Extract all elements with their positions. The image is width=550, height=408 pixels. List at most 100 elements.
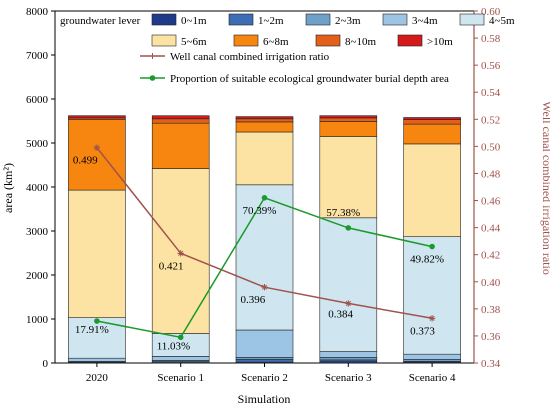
bar-segment <box>151 118 210 124</box>
legend-label: 2~3m <box>335 15 361 27</box>
y2-tick-label: 0.56 <box>481 60 501 72</box>
data-label: 57.38% <box>326 207 360 219</box>
legend-label: 8~10m <box>345 36 376 48</box>
bar-segment <box>403 236 461 355</box>
y-tick-label: 5000 <box>26 138 49 150</box>
data-label: 0.384 <box>328 308 353 320</box>
y-tick-label: 2000 <box>26 270 49 282</box>
x-axis-label: Simulation <box>238 392 291 406</box>
line-series: 0.499 0.421 0.396 0.384 0.373 17.91% 11.03% 70.… <box>73 144 444 352</box>
legend-swatch <box>397 34 423 47</box>
y2-tick-label: 0.40 <box>481 277 501 289</box>
bar-stack-2020 <box>68 115 126 364</box>
bar-segment <box>235 131 294 186</box>
legend: groundwater lever 0~1m 1~2m 2~3m 3~4m 4~5m 5~6… <box>60 13 515 85</box>
stacked-bars <box>68 115 461 364</box>
bar-segment <box>235 329 294 358</box>
x-tick-label: 2020 <box>86 372 109 384</box>
data-point <box>93 144 101 151</box>
y2-tick-label: 0.48 <box>481 168 501 180</box>
y2-tick-label: 0.42 <box>481 250 500 262</box>
data-point <box>177 250 184 257</box>
legend-label: 3~4m <box>412 15 438 27</box>
y2-tick-label: 0.34 <box>481 358 501 370</box>
y-tick-label: 4000 <box>26 182 49 194</box>
data-label: 70.39% <box>243 205 277 217</box>
legend-swatch <box>151 34 177 47</box>
data-label: 0.396 <box>241 294 266 306</box>
legend-label: 1~2m <box>258 15 284 27</box>
bar-segment <box>403 119 461 125</box>
line-series-irrigation-ratio: 0.499 0.421 0.396 0.384 0.373 <box>73 144 436 337</box>
legend-swatch <box>151 13 177 26</box>
legend-label: 4~5m <box>489 15 515 27</box>
legend-marker <box>149 53 156 59</box>
bar-segment <box>319 351 378 358</box>
bar-segment <box>68 115 126 119</box>
y-axis-label: area (km²) <box>1 163 15 213</box>
y-tick-label: 8000 <box>26 6 49 18</box>
y-tick-label: 3000 <box>26 226 49 238</box>
bar-segment <box>403 117 461 121</box>
bar-stack-scenario-4 <box>403 117 461 364</box>
legend-swatch <box>382 13 408 26</box>
axes: 0 1000 2000 3000 4000 5000 6000 7000 8000 0.34 0.3… <box>26 6 501 384</box>
bar-segment <box>235 116 294 120</box>
line-series-suitable-proportion: 17.91% 11.03% 70.39% 57.38% 49.82% <box>75 195 444 352</box>
y2-tick-label: 0.60 <box>481 6 501 18</box>
y2-tick-label: 0.44 <box>481 223 501 235</box>
bar-segment <box>235 121 294 133</box>
bar-segment <box>235 184 294 331</box>
y2-tick-label: 0.38 <box>481 304 501 316</box>
legend-swatch <box>233 34 259 47</box>
x-tick-label: Scenario 2 <box>241 372 288 384</box>
y-tick-label: 0 <box>43 358 49 370</box>
bar-segment <box>403 353 461 360</box>
data-point <box>94 318 100 324</box>
x-tick-label: Scenario 3 <box>325 372 372 384</box>
bar-segment <box>235 359 294 363</box>
data-label: 11.03% <box>157 340 191 352</box>
bar-segment <box>319 356 378 361</box>
y-tick-label: 7000 <box>26 50 49 62</box>
data-label: 49.82% <box>410 254 444 266</box>
y-tick-label: 1000 <box>26 314 49 326</box>
data-label: 17.91% <box>75 324 109 336</box>
data-point <box>345 300 352 307</box>
bar-stack-scenario-1 <box>151 115 210 364</box>
bar-segment <box>319 136 378 219</box>
legend-swatch <box>228 13 254 26</box>
data-label: 0.373 <box>410 325 435 337</box>
legend-swatch <box>305 13 331 26</box>
bar-segment <box>403 143 461 237</box>
y-tick-label: 6000 <box>26 94 49 106</box>
x-tick-label: Scenario 4 <box>409 372 456 384</box>
bar-segment <box>68 119 126 191</box>
legend-marker <box>149 75 156 81</box>
bar-segment <box>68 189 126 319</box>
data-point <box>428 315 436 322</box>
bar-segment <box>151 115 210 120</box>
bar-segment <box>151 356 210 361</box>
legend-label: 0~1m <box>181 15 207 27</box>
legend-label: 5~6m <box>181 36 207 48</box>
data-point <box>429 243 435 250</box>
data-point <box>177 334 184 341</box>
x-tick-label: Scenario 1 <box>157 372 204 384</box>
bar-stack-scenario-2 <box>235 116 294 364</box>
legend-swatch <box>459 13 485 26</box>
bar-segment <box>403 123 461 145</box>
y2-tick-label: 0.52 <box>481 114 500 126</box>
legend-label: >10m <box>427 36 453 48</box>
bar-segment <box>319 115 378 119</box>
data-label: 0.499 <box>73 155 98 167</box>
data-point <box>261 195 268 201</box>
legend-label: 6~8m <box>263 36 289 48</box>
y2-tick-label: 0.46 <box>481 196 501 208</box>
bar-segment <box>68 357 126 362</box>
bar-stack-scenario-3 <box>319 115 378 364</box>
bar-segment <box>235 118 294 123</box>
legend-label: Well canal combined irrigation ratio <box>170 51 330 63</box>
y2-tick-label: 0.58 <box>481 33 501 45</box>
